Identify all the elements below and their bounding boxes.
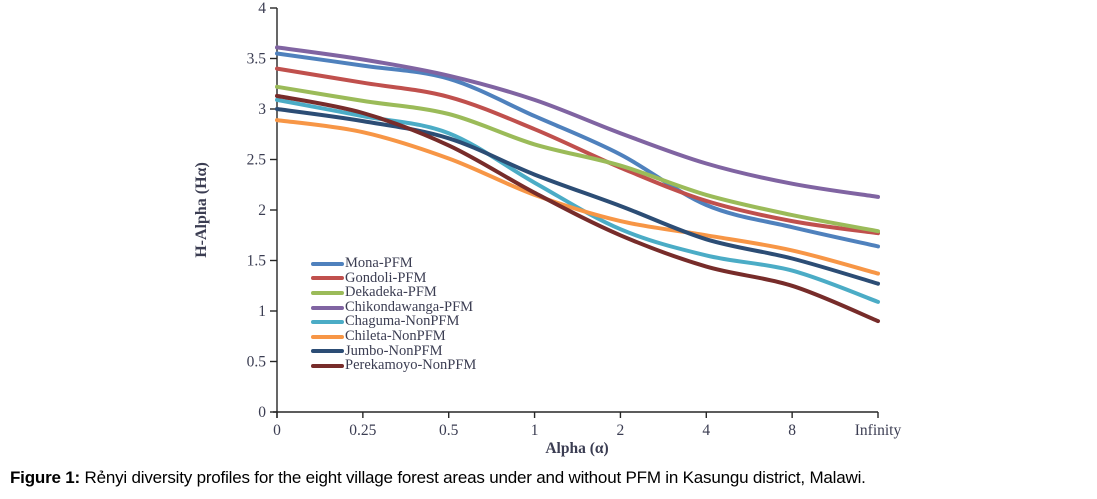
chart-legend: Mona-PFM Gondoli-PFM Dekadeka-PFM Chikon… bbox=[311, 255, 477, 374]
y-tick-label: 1 bbox=[258, 303, 266, 320]
legend-label: Chaguma-NonPFM bbox=[345, 313, 460, 330]
legend-item: Dekadeka-PFM bbox=[311, 284, 476, 301]
legend-item: Chaguma-NonPFM bbox=[311, 313, 476, 330]
legend-line-swatch bbox=[311, 334, 344, 339]
x-tick-label: 1 bbox=[531, 422, 539, 439]
y-tick-label: 1.5 bbox=[247, 253, 267, 270]
x-tick-label: 8 bbox=[788, 422, 796, 439]
series-line-Gondoli-PFM bbox=[275, 66, 880, 236]
x-tick-label: 0.5 bbox=[439, 422, 459, 439]
legend-item: Jumbo-NonPFM bbox=[311, 342, 476, 359]
figure-caption-text: Rẻnyi diversity profiles for the eight v… bbox=[80, 468, 866, 487]
legend-item: Gondoli-PFM bbox=[311, 269, 476, 286]
legend-label: Gondoli-PFM bbox=[345, 269, 427, 286]
y-tick-label: 2.5 bbox=[247, 152, 267, 169]
series-line-Chikondawanga-PFM bbox=[275, 45, 880, 199]
y-tick-label: 0.5 bbox=[247, 354, 267, 371]
x-tick-label: 4 bbox=[702, 422, 710, 439]
x-tick-label: 2 bbox=[617, 422, 625, 439]
legend-label: Chileta-NonPFM bbox=[345, 327, 446, 344]
legend-line-swatch bbox=[311, 349, 344, 354]
legend-label: Perekamoyo-NonPFM bbox=[345, 357, 477, 374]
series-line-Mona-PFM bbox=[275, 51, 880, 249]
series-line-Chileta-NonPFM bbox=[275, 118, 880, 276]
series-line-Dekadeka-PFM bbox=[275, 84, 880, 234]
y-tick-label: 3 bbox=[258, 101, 266, 118]
legend-label: Chikondawanga-PFM bbox=[345, 298, 474, 315]
legend-item: Chikondawanga-PFM bbox=[311, 298, 476, 315]
legend-line-swatch bbox=[311, 320, 344, 325]
legend-line-swatch bbox=[311, 363, 344, 368]
y-tick-label: 3.5 bbox=[247, 51, 267, 68]
x-tick-label: 0.25 bbox=[349, 422, 376, 439]
legend-line-swatch bbox=[311, 290, 344, 295]
legend-line-swatch bbox=[311, 305, 344, 310]
series-line-Jumbo-NonPFM bbox=[275, 107, 880, 286]
y-tick-label: 4 bbox=[258, 0, 266, 17]
series-line-Perekamoyo-NonPFM bbox=[275, 93, 880, 324]
legend-item: Perekamoyo-NonPFM bbox=[311, 357, 477, 374]
x-axis-title: Alpha (α) bbox=[545, 440, 609, 457]
figure-caption: Figure 1: Rẻnyi diversity profiles for t… bbox=[10, 468, 1095, 488]
legend-line-swatch bbox=[311, 276, 344, 281]
renyi-diversity-line-chart: 4 3.5 3 2.5 2 1.5 1 0.5 00 0.25 0.5 1 2 4 8 Infinity bbox=[247, 0, 902, 439]
legend-item: Mona-PFM bbox=[311, 255, 476, 271]
legend-label: Mona-PFM bbox=[345, 255, 413, 271]
legend-label: Jumbo-NonPFM bbox=[345, 342, 443, 359]
y-tick-label: 0 bbox=[258, 404, 266, 421]
legend-label: Dekadeka-PFM bbox=[345, 284, 437, 301]
x-tick-label: Infinity bbox=[855, 422, 902, 439]
legend-item: Chileta-NonPFM bbox=[311, 327, 476, 344]
x-tick-label: 0 bbox=[273, 422, 281, 439]
y-axis-title: H-Alpha (Hα) bbox=[193, 162, 210, 258]
y-tick-label: 2 bbox=[258, 202, 266, 219]
legend-line-swatch bbox=[311, 261, 344, 266]
figure-caption-label: Figure 1: bbox=[10, 468, 80, 487]
